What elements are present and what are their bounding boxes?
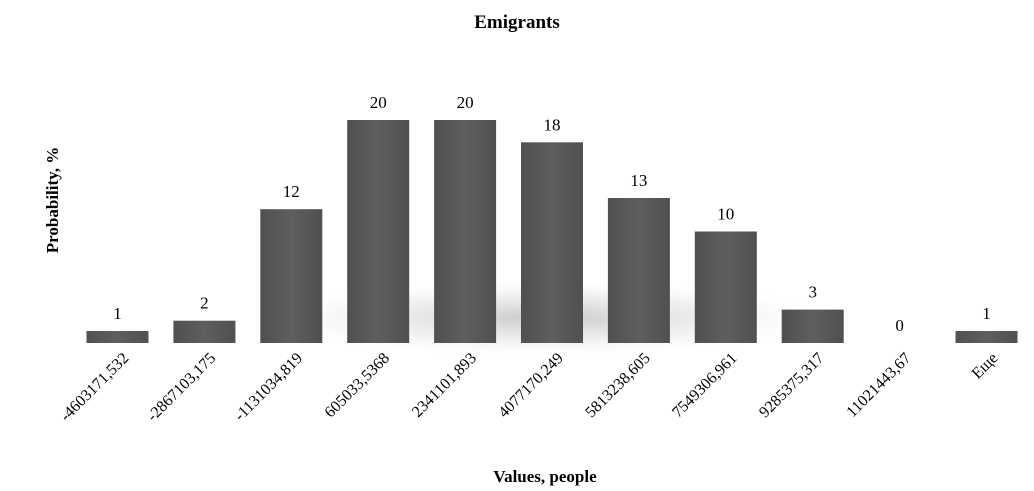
x-axis-title: Values, people (493, 467, 597, 486)
data-label: 10 (717, 205, 734, 224)
data-label: 0 (895, 316, 904, 335)
bar (434, 120, 497, 343)
data-label: 1 (113, 304, 122, 323)
bar (694, 231, 757, 343)
bar (173, 320, 236, 343)
data-label: 20 (370, 93, 387, 112)
data-label: 3 (808, 283, 817, 302)
bars-group (86, 120, 1018, 343)
bar (781, 309, 844, 343)
y-axis-title: Probability, % (43, 147, 62, 253)
data-label: 12 (283, 182, 300, 201)
bar (521, 142, 583, 343)
data-label: 2 (200, 294, 209, 313)
bar (86, 331, 149, 343)
bar (260, 209, 323, 343)
bar (347, 120, 410, 343)
data-label: 13 (630, 171, 647, 190)
bar (955, 331, 1018, 343)
data-label: 20 (457, 93, 474, 112)
data-label: 1 (982, 304, 991, 323)
data-label: 18 (544, 115, 561, 134)
chart-title: Emigrants (474, 12, 560, 33)
bar (607, 198, 670, 343)
